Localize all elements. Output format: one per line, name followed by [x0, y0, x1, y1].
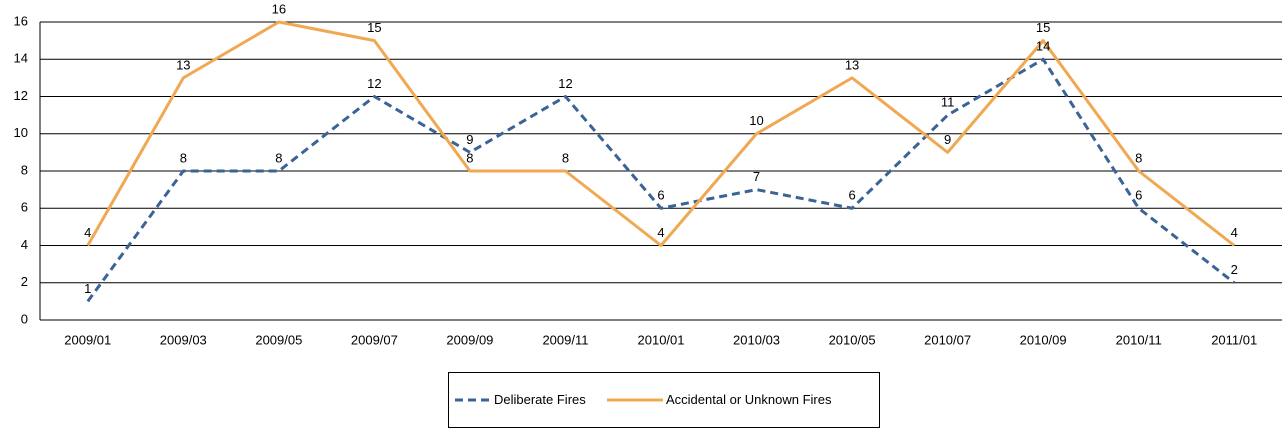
y-tick-label: 12 — [14, 88, 28, 103]
data-label: 6 — [848, 188, 855, 203]
data-label: 16 — [272, 1, 286, 16]
legend-swatch — [455, 398, 491, 402]
y-tick-label: 0 — [21, 311, 28, 326]
data-label: 10 — [749, 113, 763, 128]
x-tick-label: 2009/09 — [446, 332, 493, 347]
legend-label: Accidental or Unknown Fires — [666, 392, 832, 407]
legend-label: Deliberate Fires — [494, 392, 586, 407]
data-label: 8 — [1135, 150, 1142, 165]
x-tick-label: 2009/03 — [160, 332, 207, 347]
y-tick-label: 14 — [14, 51, 28, 66]
data-label: 8 — [562, 150, 569, 165]
data-label: 13 — [845, 57, 859, 72]
x-tick-label: 2010/05 — [829, 332, 876, 347]
data-label: 6 — [657, 188, 664, 203]
data-label: 11 — [941, 95, 955, 110]
y-tick-label: 10 — [14, 125, 28, 140]
data-label: 14 — [1036, 39, 1050, 54]
data-label: 8 — [466, 150, 473, 165]
y-tick-label: 16 — [14, 13, 28, 28]
legend-item: Deliberate Fires — [455, 377, 669, 423]
data-label: 4 — [657, 225, 664, 240]
data-label: 8 — [180, 150, 187, 165]
y-tick-label: 2 — [21, 274, 28, 289]
data-label: 9 — [944, 132, 951, 147]
y-tick-label: 4 — [21, 237, 28, 252]
data-label: 9 — [466, 132, 473, 147]
legend: Deliberate Fires Accidental or Unknown Fi… — [448, 372, 880, 428]
x-tick-label: 2009/07 — [351, 332, 398, 347]
x-tick-label: 2010/01 — [638, 332, 685, 347]
x-tick-label: 2010/09 — [1020, 332, 1067, 347]
x-tick-label: 2009/05 — [255, 332, 302, 347]
data-label: 2 — [1231, 262, 1238, 277]
data-label: 6 — [1135, 188, 1142, 203]
legend-swatch — [607, 398, 663, 402]
data-label: 12 — [558, 76, 572, 91]
series-line — [86, 57, 1236, 303]
legend-item: Accidental or Unknown Fires — [607, 377, 841, 423]
y-tick-label: 8 — [21, 162, 28, 177]
data-label: 15 — [1036, 20, 1050, 35]
data-label: 12 — [367, 76, 381, 91]
data-label: 13 — [176, 57, 190, 72]
x-tick-label: 2010/03 — [733, 332, 780, 347]
x-tick-label: 2010/11 — [1116, 332, 1162, 347]
x-tick-label: 2009/01 — [64, 332, 111, 347]
data-label: 7 — [753, 169, 760, 184]
series-line — [86, 20, 1236, 247]
x-tick-label: 2009/11 — [542, 332, 588, 347]
data-label: 4 — [84, 225, 91, 240]
x-tick-label: 2011/01 — [1211, 332, 1257, 347]
data-label: 8 — [275, 150, 282, 165]
data-label: 1 — [84, 281, 91, 296]
x-tick-label: 2010/07 — [924, 332, 971, 347]
data-label: 4 — [1231, 225, 1238, 240]
y-tick-label: 6 — [21, 200, 28, 215]
data-label: 15 — [367, 20, 381, 35]
